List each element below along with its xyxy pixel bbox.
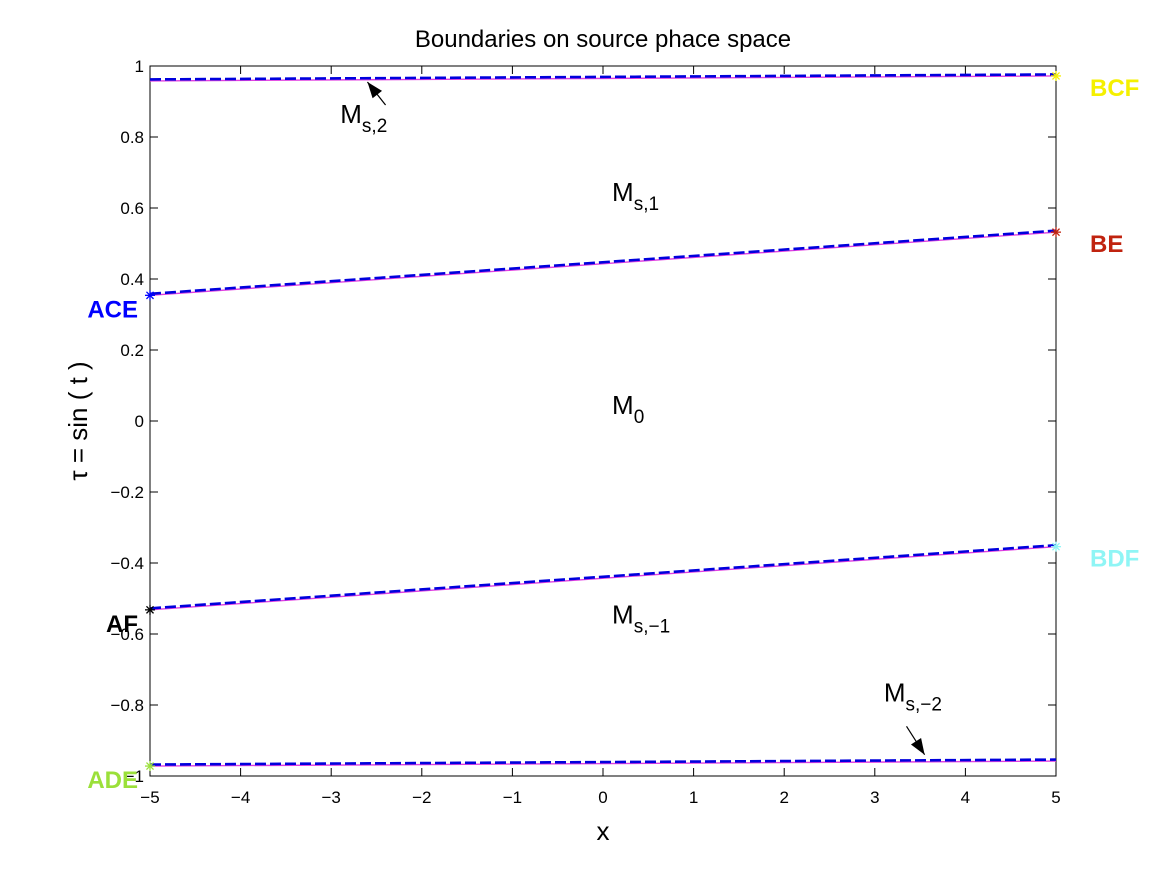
x-tick-label: 3 <box>870 788 879 807</box>
region-labels: Ms,2 Ms,1 M0 Ms,−1 Ms,−2 <box>340 99 942 716</box>
endpoint-marker <box>145 290 155 301</box>
y-tick-label: −0.2 <box>110 483 144 502</box>
boundary-line-solid <box>149 545 1057 611</box>
boundary-line-dashed <box>149 758 1057 766</box>
boundary-line-solid <box>149 75 1057 82</box>
boundary-line-dashed <box>149 229 1057 296</box>
y-tick-label: −0.8 <box>110 696 144 715</box>
endpoint-labels: BCF ACE BE AF BDF ADE <box>87 75 1139 794</box>
y-tick-label: −0.4 <box>110 554 144 573</box>
y-tick-label: −1 <box>125 767 144 786</box>
start-label: AF <box>106 611 138 638</box>
boundary-line-solid <box>149 231 1057 297</box>
annotation-arrow <box>366 81 387 106</box>
x-tick-label: 5 <box>1051 788 1060 807</box>
start-label: ADE <box>87 767 138 794</box>
region-label: M0 <box>612 390 644 428</box>
boundary-lines <box>145 70 1061 772</box>
x-axis-label: x <box>597 816 610 846</box>
boundary-line-dashed <box>149 543 1057 610</box>
region-label: Ms,1 <box>612 177 659 215</box>
boundary-line-dashed <box>149 73 1057 81</box>
end-label: BE <box>1090 231 1123 258</box>
start-label: ACE <box>87 296 138 323</box>
x-tick-label: 4 <box>961 788 970 807</box>
region-label: Ms,−1 <box>612 599 670 637</box>
y-tick-label: 0.4 <box>120 270 144 289</box>
end-label: BCF <box>1090 75 1139 102</box>
region-label: Ms,2 <box>340 99 387 137</box>
x-tick-label: −4 <box>231 788 250 807</box>
y-tick-label: 1 <box>135 57 144 76</box>
x-tick-label: −5 <box>140 788 159 807</box>
endpoint-marker <box>1051 70 1061 81</box>
end-label: BDF <box>1090 546 1139 573</box>
x-tick-label: 2 <box>779 788 788 807</box>
x-tick-label: −3 <box>322 788 341 807</box>
boundary-line-solid <box>149 760 1057 767</box>
x-tick-label: 1 <box>689 788 698 807</box>
x-tick-label: 0 <box>598 788 607 807</box>
y-tick-label: −0.6 <box>110 625 144 644</box>
endpoint-marker <box>145 761 155 772</box>
y-tick-label: 0.8 <box>120 128 144 147</box>
y-tick-label: 0 <box>135 412 144 431</box>
endpoint-marker <box>1051 227 1061 238</box>
endpoint-marker <box>1051 541 1061 552</box>
y-tick-label: 0.2 <box>120 341 144 360</box>
annotation-arrow <box>906 725 926 756</box>
annotation-arrows <box>366 81 926 756</box>
chart-title: Boundaries on source phace space <box>415 26 791 53</box>
plot-area <box>149 65 1057 777</box>
endpoint-marker <box>145 604 155 615</box>
y-tick-label: 0.6 <box>120 199 144 218</box>
y-axis-label: τ = sin ( t ) <box>63 361 93 480</box>
y-ticks: −1 −0.8 −0.6 −0.4 −0.2 0 0.2 0.4 0.6 0.8 1 <box>110 57 1056 786</box>
x-ticks: −5 −4 −3 −2 −1 0 1 2 3 4 5 <box>140 66 1061 807</box>
x-tick-label: −1 <box>503 788 522 807</box>
x-tick-label: −2 <box>412 788 431 807</box>
region-label: Ms,−2 <box>884 677 942 715</box>
